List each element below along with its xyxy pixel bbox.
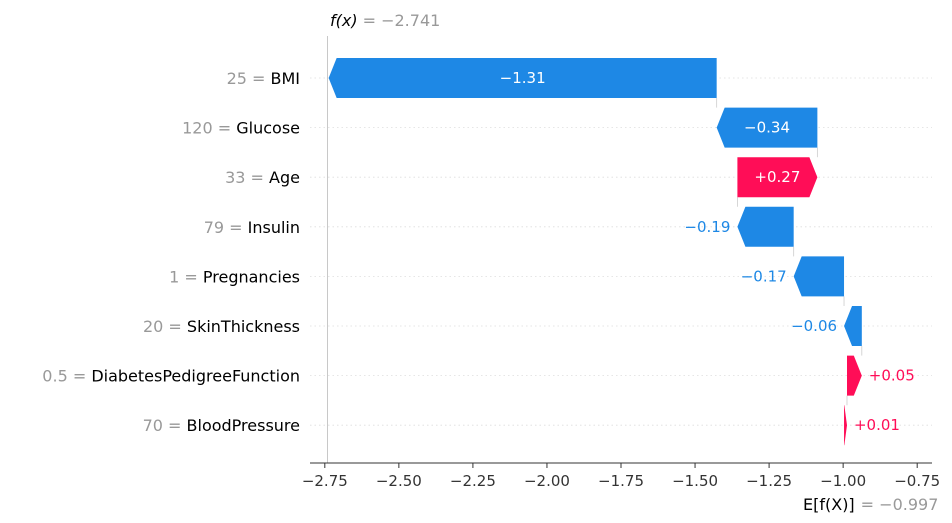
- row-label-pregnancies: 1 = Pregnancies: [169, 267, 300, 286]
- feature-value: 120 =: [182, 119, 236, 138]
- x-tick-label: −2.00: [524, 472, 570, 490]
- x-tick-label: −2.50: [376, 472, 422, 490]
- x-tick-label: −2.75: [302, 472, 348, 490]
- feature-name: Insulin: [248, 218, 300, 237]
- bars-layer: −1.31 −0.34 +0.27 −0.19 −0.17 −0.06 +0.05 +0.01: [328, 58, 915, 446]
- x-tick-label: −1.75: [598, 472, 644, 490]
- efx-annotation: E[f(X)] = −0.997: [803, 495, 938, 514]
- bar-diabetespedigreefunction: [846, 355, 862, 396]
- feature-name: BMI: [271, 69, 301, 88]
- feature-value: 0.5 =: [42, 367, 91, 386]
- bar-label-insulin: −0.19: [684, 218, 730, 236]
- row-label-bloodpressure: 70 = BloodPressure: [143, 416, 300, 435]
- bar-glucose: [716, 107, 818, 148]
- bar-label-pregnancies: −0.17: [741, 267, 787, 285]
- x-axis: −2.75 −2.50 −2.25 −2.00 −1.75 −1.50 −1.25 −1.00…: [302, 462, 940, 490]
- fx-label: f(x): [330, 11, 358, 30]
- feature-value: 70 =: [143, 416, 187, 435]
- row-labels: 25 = BMI 120 = Glucose 33 = Age 79 = Insuli…: [42, 69, 300, 435]
- feature-name: DiabetesPedigreeFunction: [91, 367, 300, 386]
- bar-label-skinthickness: −0.06: [791, 317, 837, 335]
- grid-layer: [310, 36, 932, 463]
- row-label-bmi: 25 = BMI: [227, 69, 300, 88]
- bar-label-age: +0.27: [754, 168, 800, 186]
- feature-name: BloodPressure: [187, 416, 300, 435]
- feature-value: 1 =: [169, 267, 203, 286]
- feature-value: 25 =: [227, 69, 271, 88]
- bar-label-diabetespedigreefunction: +0.05: [869, 367, 915, 385]
- bar-label-glucose: −0.34: [744, 119, 790, 137]
- bar-pregnancies: [793, 256, 845, 297]
- row-label-diabetespedigreefunction: 0.5 = DiabetesPedigreeFunction: [42, 367, 300, 386]
- fx-value: = −2.741: [363, 11, 441, 30]
- bar-bmi: [328, 58, 717, 98]
- bar-age: [737, 157, 818, 198]
- fx-annotation: f(x) = −2.741: [330, 11, 440, 30]
- row-label-skinthickness: 20 = SkinThickness: [143, 317, 300, 336]
- efx-label: E[f(X)]: [803, 495, 855, 514]
- efx-value: = −0.997: [861, 495, 939, 514]
- bar-insulin: [737, 206, 794, 247]
- x-tick-label: −1.50: [672, 472, 718, 490]
- bar-bloodpressure: [844, 405, 847, 446]
- x-tick-label: −1.25: [746, 472, 792, 490]
- row-label-insulin: 79 = Insulin: [204, 218, 300, 237]
- bar-label-bmi: −1.31: [500, 69, 546, 87]
- x-tick-label: −1.00: [820, 472, 866, 490]
- x-tick-label: −0.75: [894, 472, 940, 490]
- feature-name: Pregnancies: [203, 267, 300, 286]
- feature-value: 79 =: [204, 218, 248, 237]
- feature-value: 33 =: [225, 168, 269, 187]
- bar-skinthickness: [844, 306, 862, 346]
- feature-name: Age: [269, 168, 300, 187]
- row-label-age: 33 = Age: [225, 168, 300, 187]
- x-tick-label: −2.25: [450, 472, 496, 490]
- feature-name: SkinThickness: [187, 317, 300, 336]
- feature-name: Glucose: [236, 119, 300, 138]
- feature-value: 20 =: [143, 317, 187, 336]
- bar-label-bloodpressure: +0.01: [854, 416, 900, 434]
- row-label-glucose: 120 = Glucose: [182, 119, 300, 138]
